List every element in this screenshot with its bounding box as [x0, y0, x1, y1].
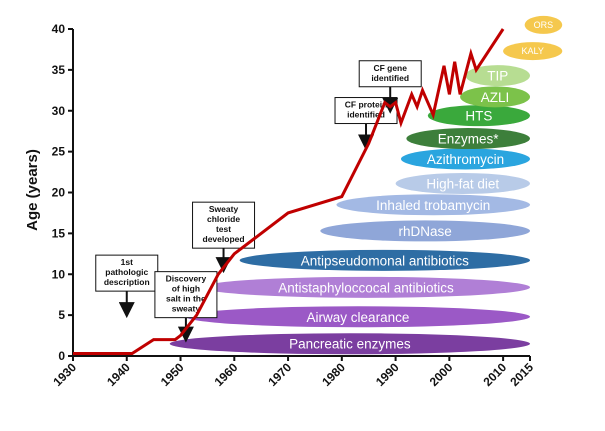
- therapy-bar: ORS: [524, 15, 563, 34]
- therapy-bar: Azithromycin: [400, 148, 530, 170]
- therapy-bar-shape: [400, 148, 530, 170]
- therapy-label: HTS: [465, 109, 492, 124]
- therapy-label: AZLI: [481, 90, 510, 105]
- therapy-bar-shape: [185, 306, 530, 328]
- therapy-bar-shape: [202, 276, 531, 298]
- therapy-bar: HTS: [427, 105, 530, 127]
- therapy-label: High-fat diet: [426, 177, 499, 192]
- annotation-box: [358, 60, 422, 88]
- x-tick-label: 1960: [212, 360, 241, 389]
- therapy-bar: Enzymes*: [406, 128, 530, 150]
- therapy-bar-shape: [406, 128, 530, 150]
- annotation-text: sweaty: [172, 304, 201, 314]
- annotation-text: test: [216, 224, 231, 234]
- annotation-text: chloride: [207, 214, 240, 224]
- annotation-text: identified: [347, 110, 385, 120]
- therapy-bars: Pancreatic enzymes Airway clearance Antist…: [169, 15, 563, 355]
- therapy-bar-shape: [503, 42, 563, 61]
- therapy-label: Enzymes*: [438, 132, 500, 147]
- annotation-text: 1st: [121, 257, 133, 267]
- therapy-label: rhDNase: [399, 224, 452, 239]
- therapy-label: Antistaphyloccocal antibiotics: [278, 280, 454, 295]
- annotation-box: [192, 201, 256, 249]
- therapy-label: TIP: [487, 69, 508, 84]
- therapy-bar-shape: [460, 86, 530, 108]
- therapy-bar-shape: [239, 249, 530, 271]
- annotation-text: description: [104, 277, 150, 287]
- therapy-bar-shape: [320, 220, 530, 242]
- x-tick-label: 2010: [480, 360, 509, 389]
- therapy-bar-shape: [427, 105, 530, 127]
- survival-line: [73, 28, 505, 355]
- therapy-bar: KALY: [503, 42, 563, 61]
- annotation-text: Sweaty: [209, 204, 239, 214]
- y-tick-label: 35: [52, 63, 66, 77]
- therapy-bar-shape: [524, 15, 563, 34]
- therapy-bar: rhDNase: [320, 220, 530, 242]
- y-axis-label: Age (years): [24, 149, 41, 231]
- therapy-label: ORS: [534, 20, 554, 30]
- therapy-bar-shape: [395, 173, 530, 195]
- therapy-bar: Inhaled trobamycin: [336, 194, 530, 216]
- y-tick-label: 5: [58, 308, 65, 322]
- y-tick-label: 10: [52, 267, 66, 281]
- annotation-text: salt in the: [166, 294, 206, 304]
- x-tick-label: 1970: [265, 360, 294, 389]
- annotation-text: Discovery: [166, 274, 207, 284]
- therapy-bar: AZLI: [460, 86, 530, 108]
- therapy-bar: High-fat diet: [395, 173, 530, 195]
- annotation-text: of high: [172, 284, 200, 294]
- therapy-bar: Antipseudomonal antibiotics: [239, 249, 530, 271]
- therapy-label: Pancreatic enzymes: [289, 337, 411, 352]
- therapy-bar: Pancreatic enzymes: [169, 333, 530, 355]
- y-tick-label: 30: [52, 104, 66, 118]
- therapy-label: Azithromycin: [427, 152, 504, 167]
- y-tick-label: 25: [52, 145, 66, 159]
- therapy-bar: TIP: [465, 65, 530, 87]
- x-tick-label: 1940: [104, 360, 133, 389]
- therapy-label: Airway clearance: [307, 310, 410, 325]
- x-tick-label: 1950: [158, 360, 187, 389]
- y-tick-label: 15: [52, 226, 66, 240]
- y-tick-label: 40: [52, 22, 66, 36]
- annotation-text: pathologic: [105, 267, 148, 277]
- therapy-label: Inhaled trobamycin: [376, 198, 490, 213]
- therapy-bar: Airway clearance: [185, 306, 530, 328]
- survival-line-path: [73, 28, 505, 355]
- annotation-text: identified: [371, 73, 409, 83]
- x-tick-label: 1930: [50, 360, 79, 389]
- therapy-label: Antipseudomonal antibiotics: [301, 253, 469, 268]
- annotation-text: CF protein: [345, 100, 388, 110]
- x-tick-label: 1990: [373, 360, 402, 389]
- therapy-label: KALY: [522, 46, 544, 56]
- x-tick-label: 1980: [319, 360, 348, 389]
- annotation-text: CF gene: [373, 63, 407, 73]
- therapy-bar-shape: [336, 194, 530, 216]
- y-tick-label: 20: [52, 186, 66, 200]
- y-tick-label: 0: [58, 349, 65, 363]
- therapy-bar-shape: [169, 333, 530, 355]
- annotation-text: developed: [203, 234, 245, 244]
- x-tick-label: 2000: [427, 360, 456, 389]
- therapy-bar: Antistaphyloccocal antibiotics: [202, 276, 531, 298]
- x-tick-label: 2015: [507, 360, 536, 389]
- therapy-bar-shape: [465, 65, 530, 87]
